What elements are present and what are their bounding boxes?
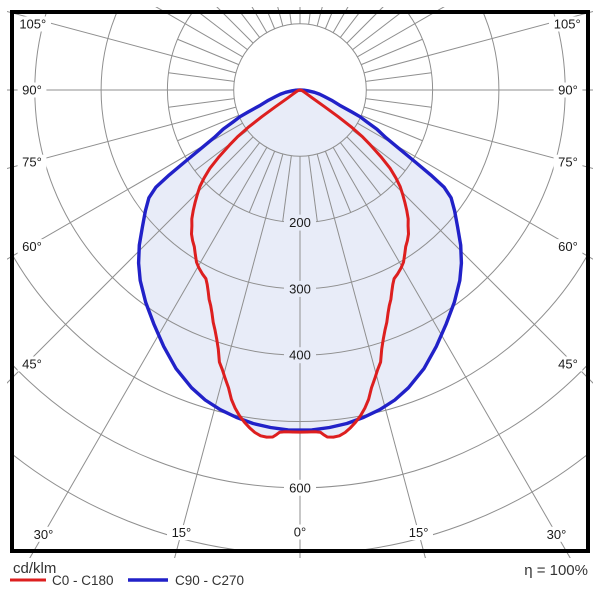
minor-spoke	[200, 14, 248, 51]
minor-spoke	[339, 14, 359, 38]
major-spoke-120	[357, 7, 445, 58]
minor-spoke	[248, 151, 276, 213]
minor-spoke	[241, 14, 261, 38]
major-spoke-30	[332, 147, 571, 558]
ring-label-600: 600	[289, 480, 311, 495]
major-spoke-240	[155, 7, 243, 58]
major-spoke-75	[363, 106, 593, 170]
angle-label-105-right: 105°	[554, 17, 581, 32]
angle-label-bg	[553, 82, 583, 98]
angle-label-105-left: 105°	[19, 17, 46, 32]
curve-C0-C180	[190, 88, 410, 439]
ring-label-bg-600	[284, 479, 316, 496]
legend-label-c90-c270: C90 - C270	[175, 573, 244, 588]
minor-spoke	[218, 142, 261, 196]
minor-spoke	[168, 98, 235, 108]
minor-spoke	[339, 142, 382, 196]
minor-spoke	[365, 72, 432, 82]
angle-label-45-left: 45°	[22, 356, 42, 371]
angle-label-bg	[29, 526, 58, 542]
intensity-curves	[136, 88, 464, 439]
minor-spoke	[177, 114, 239, 142]
angle-label-bg	[553, 356, 583, 372]
angle-label-45-right: 45°	[558, 356, 578, 371]
minor-spoke	[282, 155, 292, 222]
ring-value-labels: 200 300 400 600	[284, 214, 316, 496]
major-spoke-60	[357, 122, 593, 260]
minor-spoke	[267, 14, 276, 29]
major-spoke-105	[363, 10, 593, 74]
minor-spoke	[361, 114, 423, 142]
angle-label-30-right: 30°	[547, 527, 567, 542]
major-spoke-300	[7, 122, 243, 260]
major-spoke-330	[29, 147, 268, 558]
units-label: cd/klm	[13, 560, 56, 577]
major-spoke-285	[7, 106, 237, 170]
major-spoke-45	[346, 136, 593, 384]
angle-label-bg	[17, 154, 47, 170]
ring-label-bg-400	[284, 347, 316, 364]
minor-spoke	[177, 38, 239, 66]
angle-label-15-left: 15°	[172, 525, 192, 540]
angle-label-90-left: 90°	[22, 83, 42, 98]
angle-label-bg	[549, 16, 586, 32]
minor-spoke	[308, 155, 318, 222]
minor-spoke	[361, 38, 423, 66]
minor-spoke	[324, 14, 333, 29]
angle-label-bg	[167, 525, 196, 541]
ring-label-300: 300	[289, 281, 311, 296]
major-spoke-345	[174, 153, 284, 558]
angle-label-90-right: 90°	[558, 83, 578, 98]
curve-C90-C270	[136, 88, 464, 432]
angle-label-bg	[289, 524, 311, 540]
angle-label-bg	[542, 526, 571, 542]
major-spoke-315	[7, 136, 254, 384]
angle-label-75-left: 75°	[22, 155, 42, 170]
major-spoke-255	[7, 10, 237, 74]
legend-label-c0-c180: C0 - C180	[52, 573, 114, 588]
efficiency-label: η = 100%	[524, 562, 588, 579]
minor-spoke	[365, 98, 432, 108]
angle-label-75-right: 75°	[558, 155, 578, 170]
minor-spoke	[168, 72, 235, 82]
angle-label-bg	[14, 16, 51, 32]
minor-spoke	[324, 151, 352, 213]
ring-label-400: 400	[289, 348, 311, 363]
angle-label-60-right: 60°	[558, 239, 578, 254]
angle-label-bg	[553, 154, 583, 170]
angle-label-60-left: 60°	[22, 239, 42, 254]
angle-label-30-left: 30°	[34, 527, 54, 542]
minor-spoke	[352, 14, 400, 51]
angle-label-15-right: 15°	[409, 525, 429, 540]
angle-label-bg	[17, 239, 47, 255]
angle-label-bg	[17, 356, 47, 372]
angle-label-0: 0°	[294, 525, 306, 540]
chart-frame-border	[10, 10, 590, 553]
ring-label-bg-200	[284, 214, 316, 231]
ring-label-200: 200	[289, 215, 311, 230]
grid-minor-spokes	[168, 14, 432, 222]
ring-label-bg-300	[284, 280, 316, 297]
angle-label-bg	[553, 239, 583, 255]
major-spoke-15	[316, 153, 426, 558]
angle-labels: 0° 15° 15° 30° 30° 45° 45° 60° 60° 75° 75° 90° 90° 10…	[14, 16, 586, 542]
angle-label-bg	[17, 82, 47, 98]
angle-label-bg	[404, 525, 433, 541]
